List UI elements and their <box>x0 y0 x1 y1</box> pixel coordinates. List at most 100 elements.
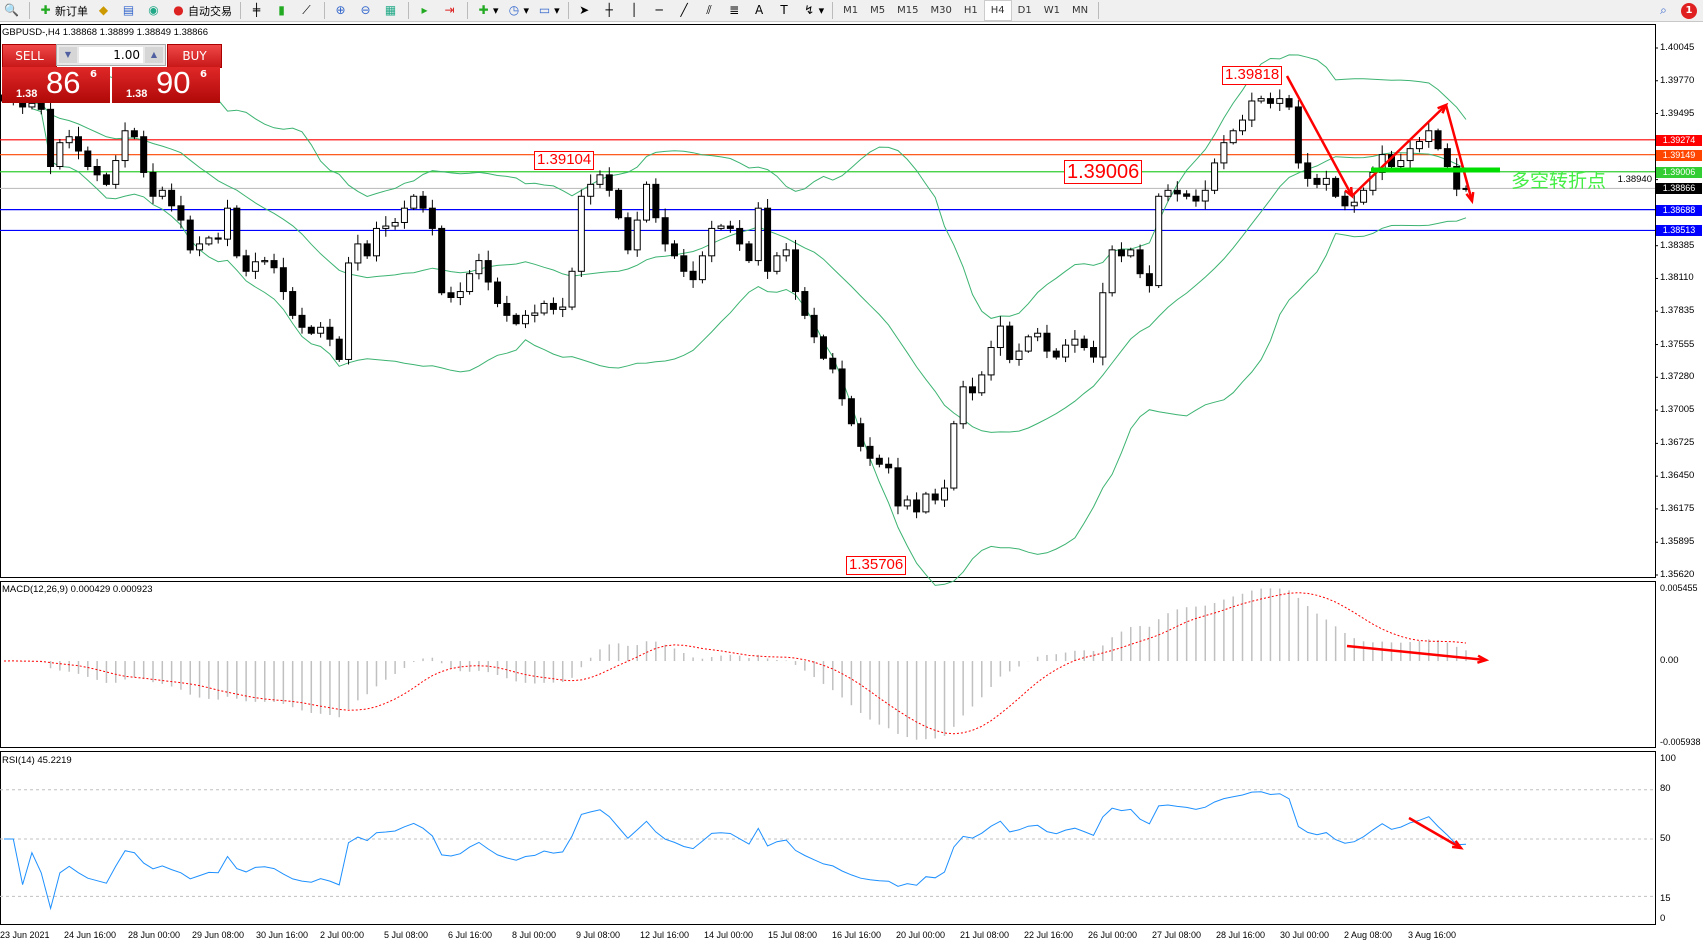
down-arrow-2 <box>1444 104 1474 202</box>
price-tick: 1.38110 <box>1660 272 1694 284</box>
new-order-icon: ✚ <box>40 3 51 17</box>
timeframe-d1[interactable]: D1 <box>1017 5 1032 16</box>
bollinger-band-m <box>31 102 1467 433</box>
auto-trading-button[interactable]: ● 自动交易 <box>167 1 236 20</box>
lot-decrease-button[interactable]: ▼ <box>59 47 77 63</box>
date-tick: 16 Jul 16:00 <box>832 930 882 940</box>
buy-price[interactable]: 1.38 90 6 <box>112 65 220 103</box>
market-watch-button[interactable]: ◆ <box>92 1 117 20</box>
timeframe-m1[interactable]: M1 <box>843 5 859 16</box>
vertical-line-button[interactable]: │ <box>623 1 648 20</box>
zoom-in-button[interactable]: ⊕ <box>329 1 354 20</box>
sell-price[interactable]: 1.38 86 6 <box>2 65 110 103</box>
candle-body <box>345 262 353 360</box>
candle-body <box>1332 177 1340 197</box>
auto-scroll-button[interactable]: ▸ <box>413 1 438 20</box>
timeframe-mn[interactable]: MN <box>1071 5 1089 16</box>
candle-body <box>670 243 678 257</box>
buy-button[interactable]: BUY <box>167 44 222 68</box>
channel-button[interactable]: ⫽ <box>698 1 723 20</box>
text-label-button[interactable]: T <box>773 1 798 20</box>
zoom-out-button[interactable]: ⊖ <box>354 1 379 20</box>
candle-body <box>559 306 567 310</box>
candle-body <box>615 189 623 219</box>
price-tick: 1.37005 <box>1660 404 1695 416</box>
periods-button[interactable]: ◷ ▾ <box>503 1 534 20</box>
tile-icon: ▦ <box>384 3 397 17</box>
date-tick: 28 Jun 00:00 <box>128 930 181 940</box>
text-button[interactable]: A <box>748 1 773 20</box>
crosshair-button[interactable]: ┼ <box>598 1 623 20</box>
timeframe-h1[interactable]: H1 <box>963 5 978 16</box>
lot-increase-button[interactable]: ▲ <box>145 47 163 63</box>
signals-button[interactable]: ◉ <box>142 1 167 20</box>
sell-price-prefix: 1.38 <box>16 88 38 100</box>
new-order-label: 新订单 <box>55 4 88 18</box>
sell-button[interactable]: SELL <box>2 44 57 68</box>
date-tick: 2 Jul 00:00 <box>320 930 365 940</box>
candle-body <box>857 423 865 447</box>
line-chart-button[interactable]: ⟋ <box>295 1 320 20</box>
arrows-button[interactable]: ↯ ▾ <box>798 1 829 20</box>
auto-trading-icon: ● <box>173 3 184 17</box>
text-icon: A <box>754 3 764 17</box>
horizontal-line-button[interactable]: ─ <box>648 1 673 20</box>
toolbar-divider <box>324 2 325 19</box>
rsi-axis-0: 0 <box>1660 913 1666 924</box>
candle-chart-button[interactable]: ▮ <box>270 1 295 20</box>
buy-price-prefix: 1.38 <box>126 88 148 100</box>
candle-body <box>996 325 1004 349</box>
timeframe-m15[interactable]: M15 <box>897 5 919 16</box>
candle-body <box>270 260 278 269</box>
tile-windows-button[interactable]: ▦ <box>379 1 404 20</box>
search-icon[interactable]: ⌕ <box>1660 3 1667 17</box>
candle-body <box>196 243 204 251</box>
candle-body <box>531 312 539 316</box>
timeframe-m5[interactable]: M5 <box>870 5 886 16</box>
candle-body <box>987 347 995 376</box>
buy-price-pips: 90 <box>156 65 191 100</box>
fibonacci-icon: ≣ <box>729 3 740 17</box>
price-tick: 1.35895 <box>1660 536 1695 548</box>
candle-body <box>1313 177 1321 185</box>
candle-body <box>1071 338 1079 346</box>
lot-size-input[interactable]: 1.00 <box>79 47 143 63</box>
candle-body <box>168 189 176 207</box>
date-tick: 12 Jul 16:00 <box>640 930 690 940</box>
bar-chart-button[interactable]: ╪ <box>245 1 270 20</box>
price-tick: 1.35620 <box>1660 569 1695 580</box>
chart-title: GBPUSD-,H4 1.38868 1.38899 1.38849 1.388… <box>2 27 208 38</box>
candle-body <box>968 386 976 394</box>
fibonacci-button[interactable]: ≣ <box>723 1 748 20</box>
timeframe-m30[interactable]: M30 <box>930 5 952 16</box>
history-button[interactable]: ▤ <box>117 1 142 20</box>
price-tick: 1.40045 <box>1660 42 1695 53</box>
chart-shift-button[interactable]: ⇥ <box>438 1 463 20</box>
candle-body <box>764 207 772 272</box>
timeframe-h4[interactable]: H4 <box>983 0 1012 21</box>
zoom-tool-button[interactable]: 🔍 <box>0 1 25 20</box>
cursor-button[interactable]: ➤ <box>573 1 598 20</box>
candle-body <box>549 302 557 310</box>
timeframe-w1[interactable]: W1 <box>1043 5 1060 16</box>
channel-icon: ⫽ <box>706 3 712 17</box>
trendline-button[interactable]: ╱ <box>673 1 698 20</box>
macd-arrow <box>1346 644 1487 662</box>
candle-body <box>447 292 455 299</box>
candle-body <box>177 205 185 221</box>
date-tick: 14 Jul 00:00 <box>704 930 754 940</box>
auto-scroll-icon: ▸ <box>421 3 428 17</box>
candle-body <box>913 499 921 513</box>
signal-icon: ◉ <box>148 3 159 17</box>
candle-body <box>922 493 930 513</box>
candle-body <box>475 260 483 275</box>
candle-body <box>317 326 325 334</box>
indicators-button[interactable]: ✚ ▾ <box>472 1 503 20</box>
notification-badge[interactable]: 1 <box>1681 2 1697 19</box>
new-order-button[interactable]: ✚ 新订单 <box>34 1 92 20</box>
candle-body <box>577 195 585 272</box>
templates-button[interactable]: ▭ ▾ <box>538 3 560 17</box>
macd-axis-zero: 0.00 <box>1660 655 1679 666</box>
candle-body <box>931 493 939 501</box>
